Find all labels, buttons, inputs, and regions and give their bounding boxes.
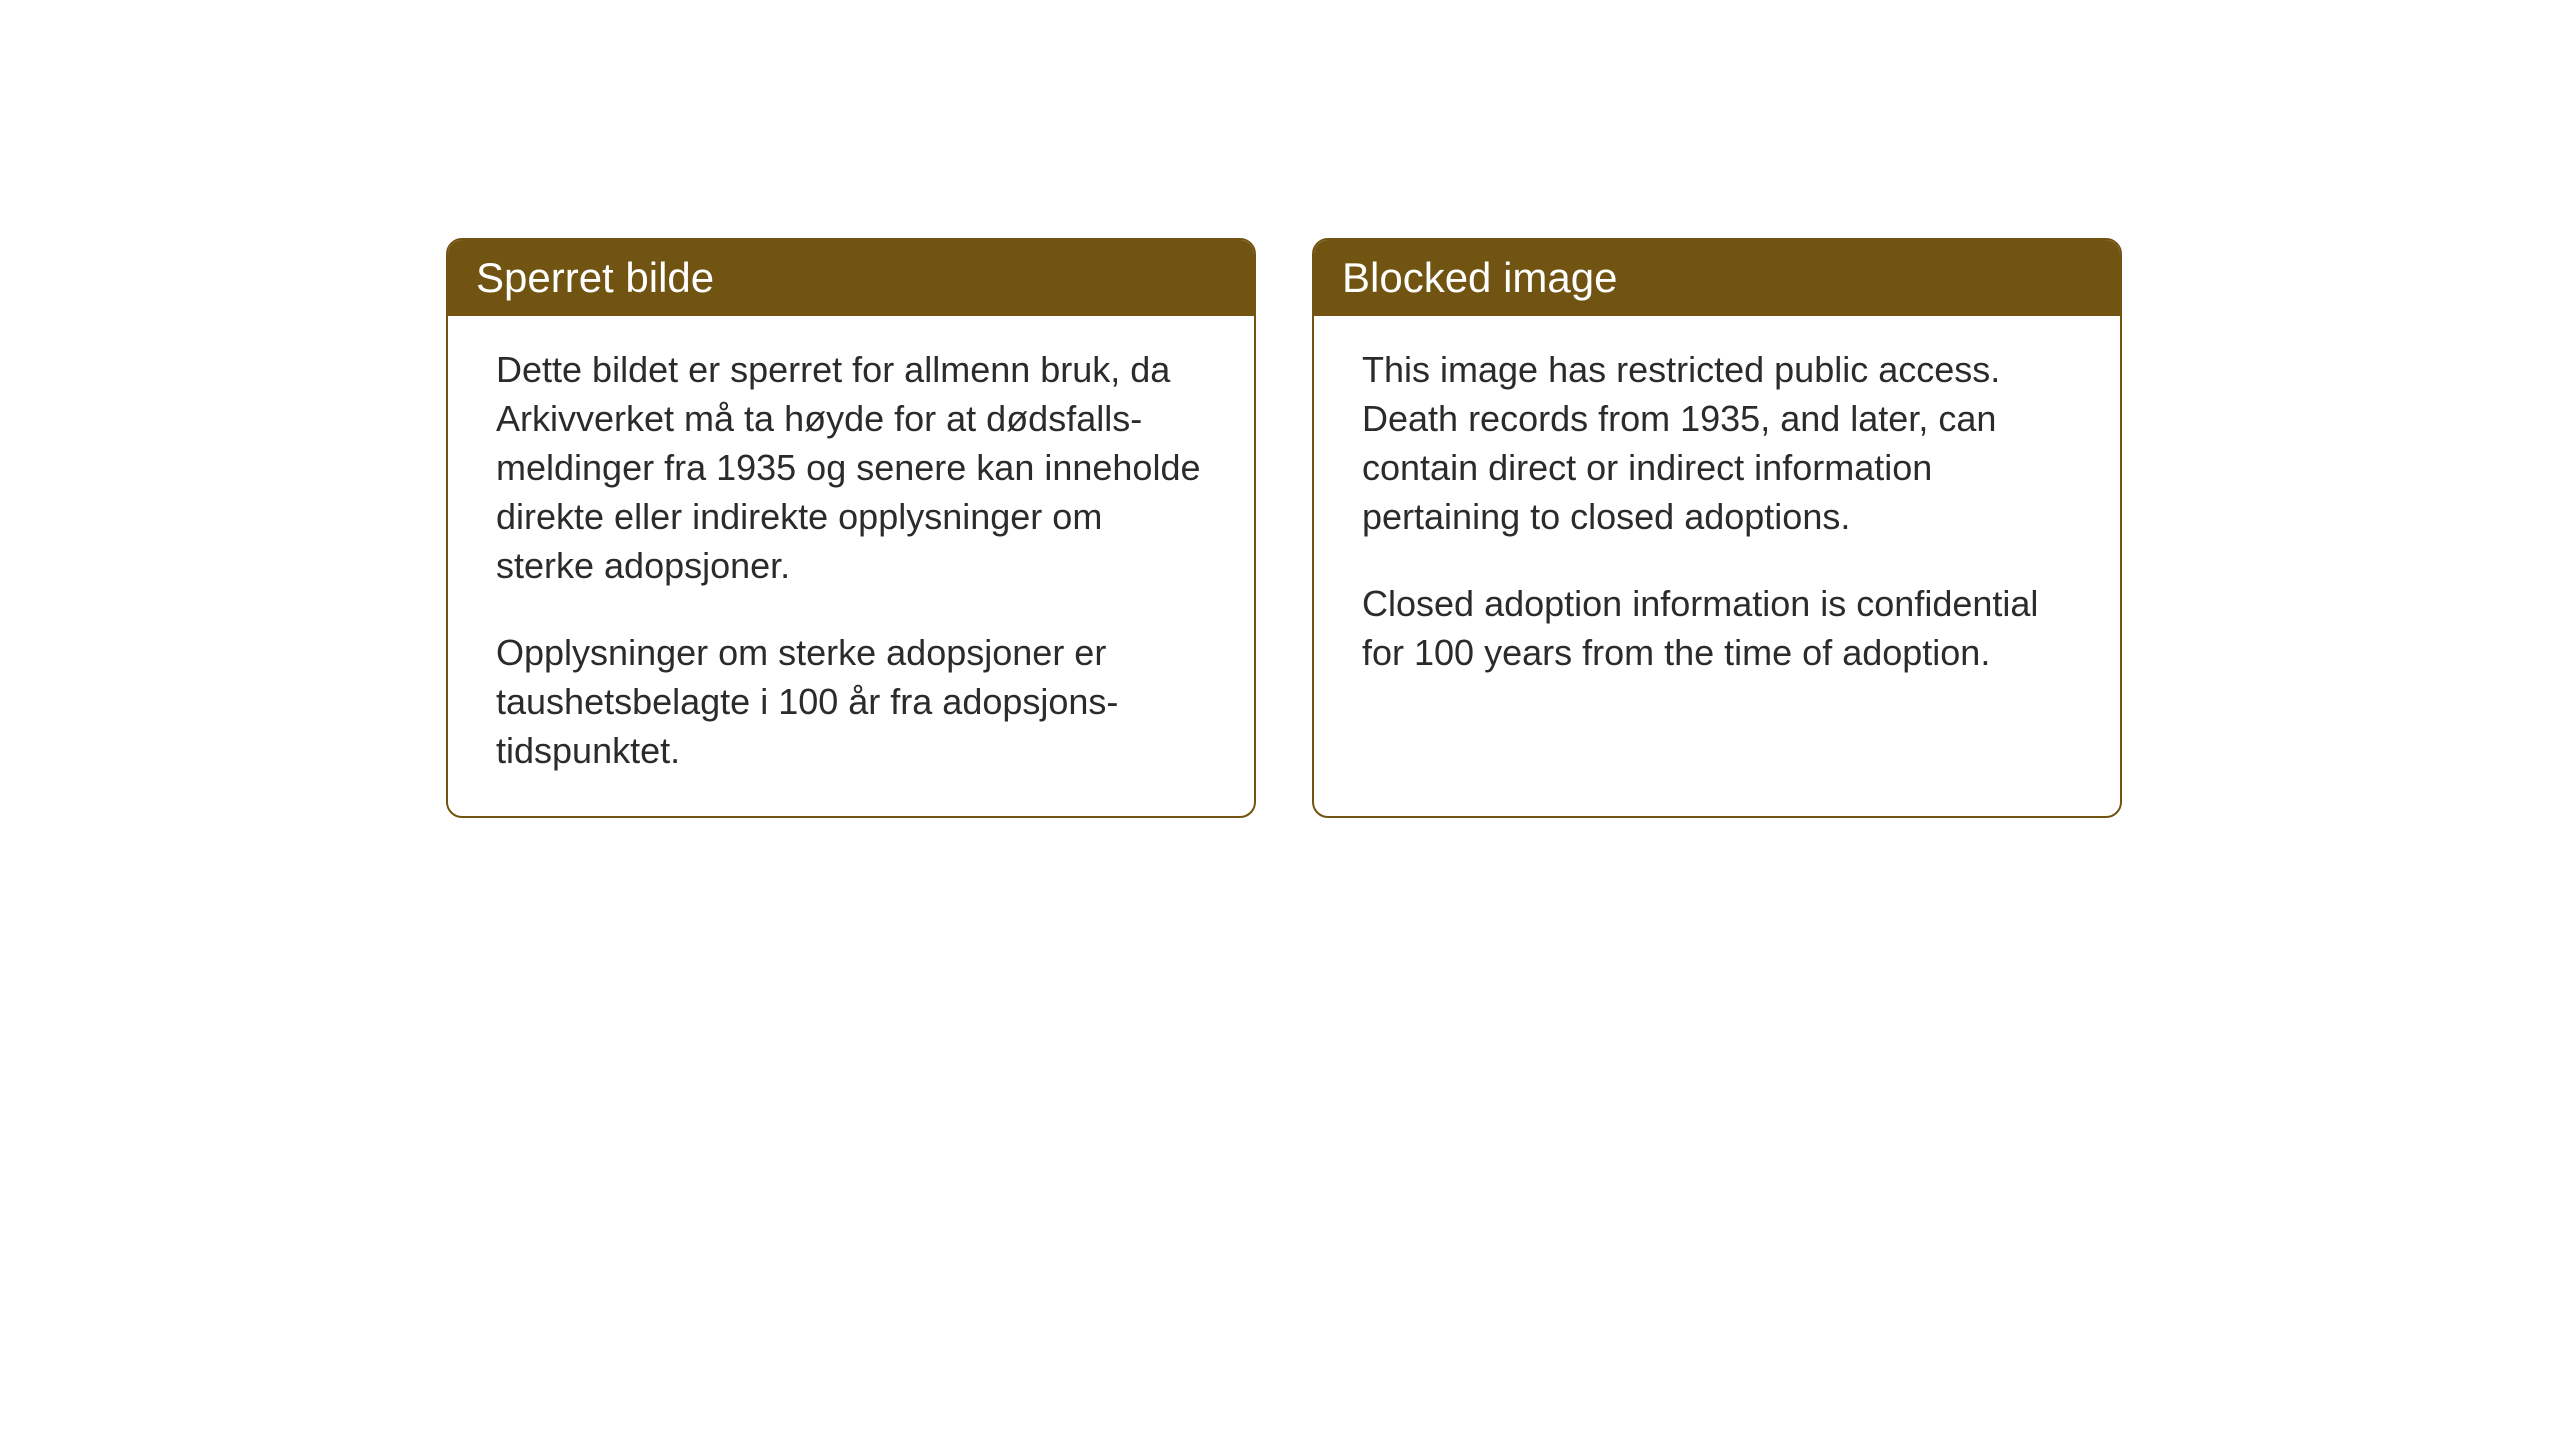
card-para1-no: Dette bildet er sperret for allmenn bruk…: [496, 346, 1206, 591]
card-body-no: Dette bildet er sperret for allmenn bruk…: [448, 316, 1254, 816]
card-para1-en: This image has restricted public access.…: [1362, 346, 2072, 542]
card-header-no: Sperret bilde: [448, 240, 1254, 316]
card-english: Blocked image This image has restricted …: [1312, 238, 2122, 818]
card-norwegian: Sperret bilde Dette bildet er sperret fo…: [446, 238, 1256, 818]
card-para2-en: Closed adoption information is confident…: [1362, 580, 2072, 678]
card-header-en: Blocked image: [1314, 240, 2120, 316]
card-title-no: Sperret bilde: [476, 254, 714, 301]
card-para2-no: Opplysninger om sterke adopsjoner er tau…: [496, 629, 1206, 776]
cards-container: Sperret bilde Dette bildet er sperret fo…: [446, 238, 2122, 818]
card-title-en: Blocked image: [1342, 254, 1617, 301]
card-body-en: This image has restricted public access.…: [1314, 316, 2120, 718]
